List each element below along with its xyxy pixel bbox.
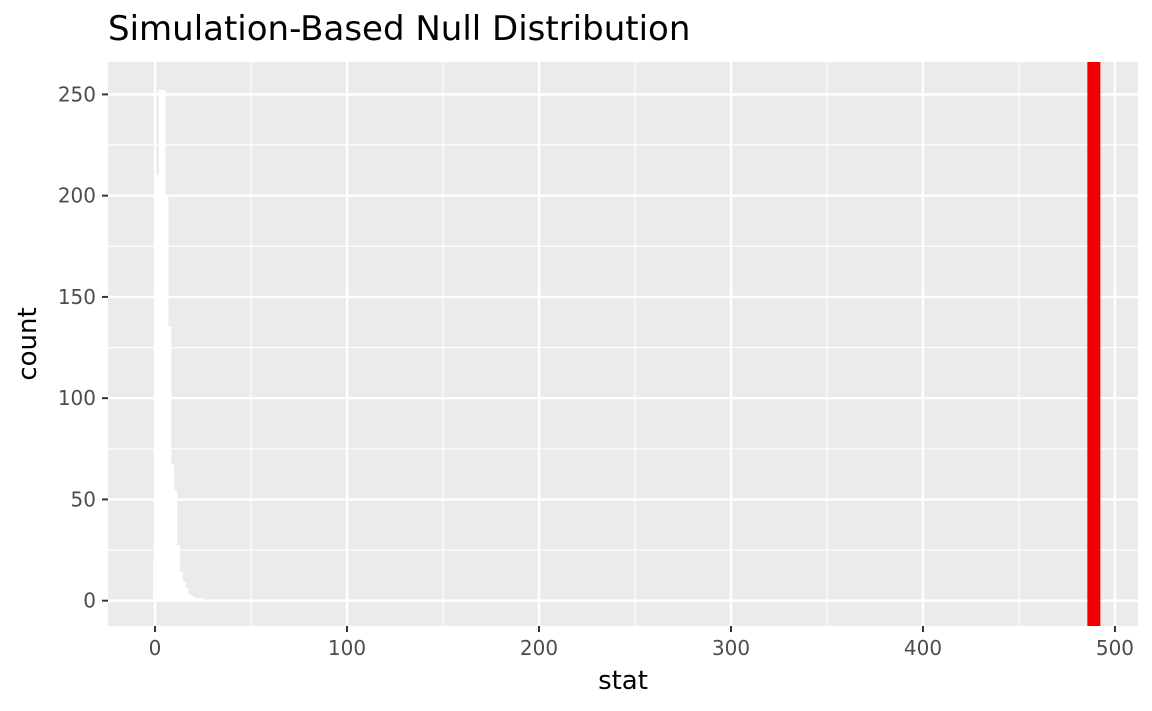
plot-panel (108, 62, 1138, 626)
y-axis-title: count (13, 307, 43, 380)
y-tick-label: 0 (83, 589, 96, 613)
x-axis: 0 100 200 300 400 500 (149, 626, 1134, 660)
x-tick-label: 100 (328, 636, 366, 660)
y-tick-label: 150 (58, 285, 96, 309)
y-tick-label: 100 (58, 386, 96, 410)
major-gridlines (108, 62, 1138, 626)
chart-title: Simulation-Based Null Distribution (108, 9, 690, 49)
minor-gridlines (108, 62, 1138, 626)
x-tick-label: 200 (520, 636, 558, 660)
histogram-bar (167, 326, 172, 602)
x-axis-title: stat (598, 666, 648, 696)
y-axis: 0 50 100 150 200 250 (58, 82, 108, 613)
y-tick-label: 250 (58, 82, 96, 106)
x-tick-label: 300 (712, 636, 750, 660)
y-tick-label: 50 (71, 487, 96, 511)
x-tick-label: 0 (149, 636, 162, 660)
histogram-bar (199, 598, 204, 602)
y-tick-label: 200 (58, 184, 96, 208)
histogram-bars (153, 89, 204, 602)
x-tick-label: 500 (1096, 636, 1134, 660)
x-tick-label: 400 (904, 636, 942, 660)
